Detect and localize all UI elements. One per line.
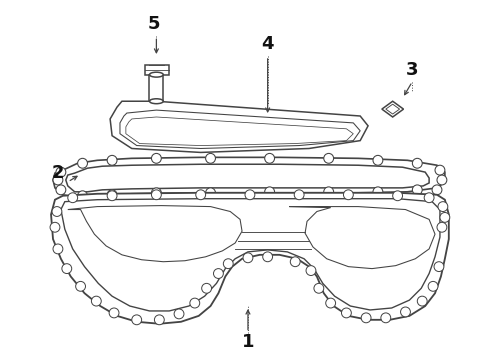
Polygon shape: [51, 193, 449, 324]
Text: 5: 5: [147, 15, 160, 33]
Circle shape: [151, 188, 161, 198]
Circle shape: [154, 315, 164, 325]
Circle shape: [432, 185, 442, 195]
Circle shape: [243, 253, 253, 263]
Text: 3: 3: [406, 61, 418, 79]
Circle shape: [324, 187, 334, 197]
Polygon shape: [53, 157, 445, 198]
Text: 1: 1: [242, 333, 254, 351]
Circle shape: [196, 190, 206, 200]
Circle shape: [428, 282, 438, 291]
Ellipse shape: [149, 99, 163, 104]
Circle shape: [206, 188, 216, 198]
Circle shape: [107, 156, 117, 165]
Polygon shape: [382, 101, 404, 117]
Circle shape: [214, 269, 223, 278]
Circle shape: [381, 313, 391, 323]
Circle shape: [424, 193, 434, 203]
Circle shape: [342, 308, 351, 318]
Polygon shape: [149, 75, 163, 101]
Circle shape: [77, 158, 88, 168]
Circle shape: [52, 207, 62, 216]
Circle shape: [294, 190, 304, 200]
Circle shape: [314, 283, 324, 293]
Circle shape: [77, 191, 88, 201]
Circle shape: [107, 191, 117, 201]
Text: 2: 2: [51, 164, 64, 182]
Circle shape: [174, 309, 184, 319]
Circle shape: [62, 264, 72, 274]
Circle shape: [265, 187, 274, 197]
Circle shape: [206, 153, 216, 163]
Polygon shape: [110, 101, 368, 152]
Circle shape: [437, 222, 447, 232]
Circle shape: [245, 190, 255, 200]
Text: 4: 4: [261, 35, 274, 53]
Circle shape: [68, 193, 77, 203]
Circle shape: [223, 259, 233, 269]
Circle shape: [343, 190, 353, 200]
Circle shape: [151, 153, 161, 163]
Circle shape: [413, 158, 422, 168]
Circle shape: [107, 190, 117, 200]
Circle shape: [50, 222, 60, 232]
Circle shape: [263, 252, 272, 262]
Circle shape: [132, 315, 142, 325]
Ellipse shape: [149, 72, 163, 77]
Circle shape: [434, 262, 444, 271]
Circle shape: [435, 165, 445, 175]
Circle shape: [53, 175, 63, 185]
Circle shape: [202, 283, 212, 293]
Circle shape: [53, 244, 63, 254]
Polygon shape: [66, 164, 429, 192]
Circle shape: [92, 296, 101, 306]
Circle shape: [438, 202, 448, 212]
Circle shape: [400, 307, 411, 317]
Circle shape: [190, 298, 200, 308]
Circle shape: [392, 191, 402, 201]
Circle shape: [361, 313, 371, 323]
Circle shape: [290, 257, 300, 267]
Circle shape: [417, 296, 427, 306]
Circle shape: [109, 308, 119, 318]
Polygon shape: [145, 65, 169, 75]
Circle shape: [75, 282, 85, 291]
Circle shape: [56, 167, 66, 177]
Circle shape: [326, 298, 336, 308]
Circle shape: [373, 156, 383, 165]
Circle shape: [437, 175, 447, 185]
Circle shape: [373, 187, 383, 197]
Circle shape: [265, 153, 274, 163]
Circle shape: [306, 266, 316, 275]
Circle shape: [440, 212, 450, 222]
Circle shape: [56, 185, 66, 195]
Circle shape: [324, 153, 334, 163]
Circle shape: [413, 185, 422, 195]
Circle shape: [151, 190, 161, 200]
